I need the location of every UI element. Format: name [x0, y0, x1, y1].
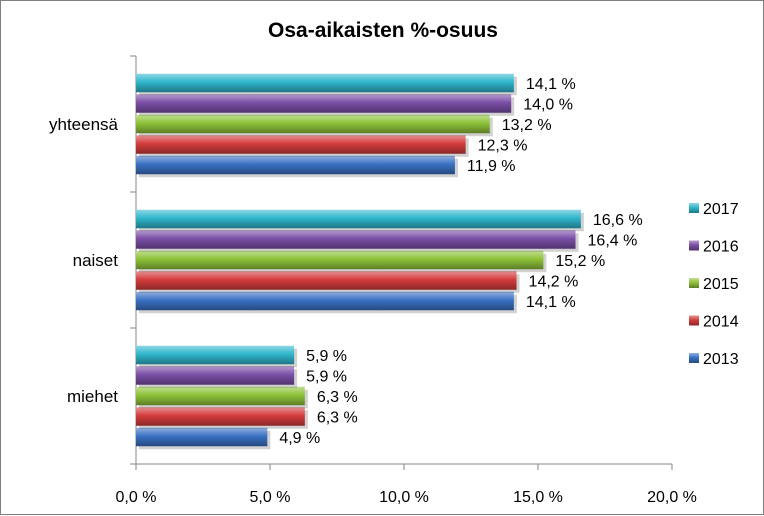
bar-2017-miehet	[136, 345, 295, 365]
data-label: 16,4 %	[588, 233, 638, 250]
data-label: 6,3 %	[317, 389, 358, 406]
legend-swatch	[689, 278, 699, 288]
legend: 2017 2016 2015 2014 2013	[689, 201, 739, 368]
x-tick-label: 15,0 %	[513, 489, 563, 506]
axes: 0,0 % 5,0 % 10,0 % 15,0 % 20,0 % yhteensä nais…	[49, 55, 697, 506]
data-label: 5,9 %	[306, 369, 347, 386]
data-label: 14,1 %	[526, 76, 576, 93]
x-tick-label: 20,0 %	[647, 489, 697, 506]
data-label: 6,3 %	[317, 410, 358, 427]
chart-title: Osa-aikaisten %-osuus	[268, 19, 498, 42]
category-label: naiset	[73, 251, 119, 270]
bar-2013-miehet	[136, 427, 268, 447]
bar-2014-miehet	[136, 407, 305, 426]
data-label: 4,9 %	[279, 430, 320, 447]
legend-swatch	[689, 203, 699, 213]
x-tick-label: 0,0 %	[116, 489, 157, 506]
data-label: 14,0 %	[523, 97, 573, 114]
bar-2016-miehet	[136, 366, 295, 385]
legend-swatch	[689, 240, 699, 251]
data-label: 12,3 %	[478, 138, 528, 155]
data-label: 11,9 %	[467, 158, 516, 175]
category-label: yhteensä	[49, 115, 119, 134]
bar-2016-naiset	[136, 230, 576, 249]
bar-2014-yhteensä	[136, 135, 466, 154]
bar-2015-miehet	[136, 386, 305, 406]
bar-2017-yhteensä	[136, 73, 514, 93]
legend-label: 2016	[703, 239, 739, 256]
legend-label: 2017	[703, 201, 739, 218]
legend-label: 2013	[703, 351, 739, 368]
legend-swatch	[689, 353, 699, 363]
legend-label: 2015	[703, 276, 739, 293]
bar-2013-yhteensä	[136, 155, 455, 175]
legend-label: 2014	[703, 314, 739, 331]
bars	[136, 73, 584, 450]
bar-2015-yhteensä	[136, 114, 490, 134]
bar-2015-naiset	[136, 250, 544, 270]
data-label: 15,2 %	[555, 253, 605, 270]
bar-2013-naiset	[136, 291, 514, 311]
data-label: 16,6 %	[593, 212, 643, 229]
data-label: 14,1 %	[526, 294, 576, 311]
bar-2016-yhteensä	[136, 94, 512, 113]
bar-2014-naiset	[136, 271, 517, 290]
legend-swatch	[689, 315, 699, 326]
data-label: 13,2 %	[502, 117, 552, 134]
data-label: 14,2 %	[529, 274, 579, 291]
data-labels: 11,9 % 12,3 % 13,2 % 14,0 % 14,1 % 14,1 % 14,2…	[279, 76, 642, 447]
bar-2017-naiset	[136, 209, 581, 229]
category-label: miehet	[67, 387, 118, 406]
x-tick-label: 5,0 %	[250, 489, 291, 506]
data-label: 5,9 %	[306, 348, 347, 365]
x-tick-label: 10,0 %	[379, 489, 429, 506]
